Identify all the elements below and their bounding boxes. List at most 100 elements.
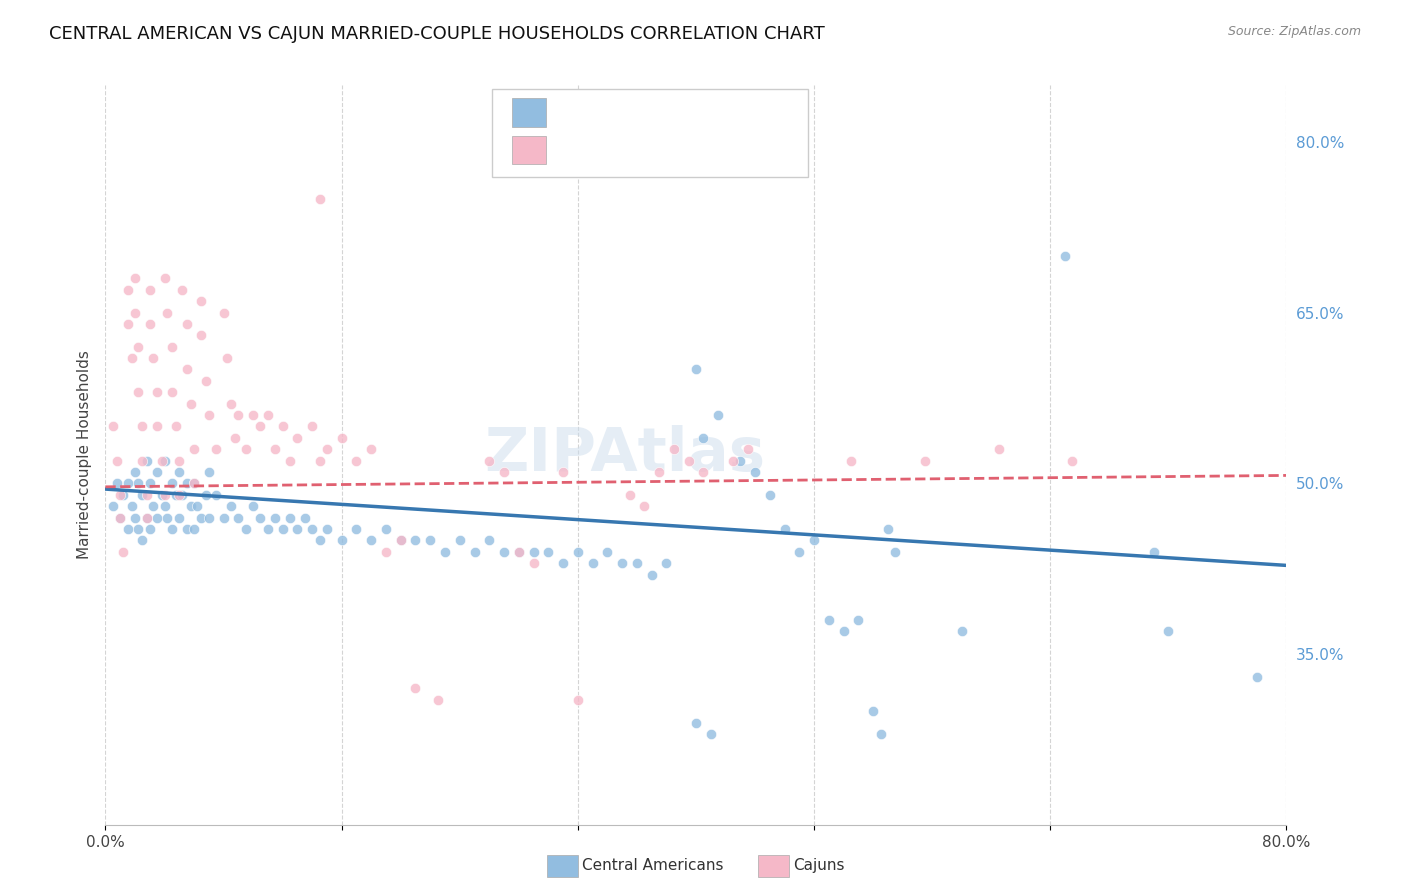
- Point: [153, 488, 176, 502]
- Point: [662, 442, 685, 457]
- Point: [685, 715, 707, 730]
- Text: Central Americans: Central Americans: [582, 858, 724, 872]
- Point: [374, 545, 398, 559]
- Point: [146, 385, 169, 400]
- Point: [419, 533, 441, 548]
- Point: [183, 476, 205, 491]
- Point: [176, 476, 198, 491]
- Point: [180, 499, 202, 513]
- Point: [287, 431, 309, 445]
- Point: [692, 431, 714, 445]
- Point: [1246, 670, 1268, 684]
- Point: [308, 192, 330, 206]
- Point: [183, 522, 205, 536]
- Point: [117, 522, 139, 536]
- Point: [884, 545, 907, 559]
- Point: [257, 408, 280, 422]
- Point: [235, 522, 257, 536]
- Point: [523, 545, 546, 559]
- Point: [105, 453, 128, 467]
- Point: [301, 419, 323, 434]
- Point: [492, 545, 515, 559]
- Point: [212, 510, 235, 524]
- Point: [249, 510, 271, 524]
- Point: [846, 613, 869, 627]
- Point: [803, 533, 825, 548]
- Point: [692, 465, 714, 479]
- Point: [759, 488, 782, 502]
- Point: [294, 510, 316, 524]
- Point: [169, 488, 191, 502]
- Point: [110, 488, 132, 502]
- Point: [685, 362, 707, 376]
- Point: [301, 522, 323, 536]
- Point: [131, 419, 153, 434]
- Point: [405, 681, 427, 696]
- Point: [567, 693, 589, 707]
- Point: [278, 510, 301, 524]
- Point: [205, 442, 228, 457]
- Text: CENTRAL AMERICAN VS CAJUN MARRIED-COUPLE HOUSEHOLDS CORRELATION CHART: CENTRAL AMERICAN VS CAJUN MARRIED-COUPLE…: [49, 25, 825, 43]
- Point: [219, 499, 242, 513]
- Point: [1157, 624, 1180, 639]
- Point: [153, 271, 176, 285]
- Point: [190, 328, 212, 343]
- Point: [264, 510, 287, 524]
- Point: [374, 522, 398, 536]
- Point: [228, 408, 250, 422]
- Point: [610, 556, 633, 570]
- Point: [449, 533, 471, 548]
- Text: R =: R =: [551, 140, 588, 158]
- Point: [360, 442, 382, 457]
- Point: [257, 522, 280, 536]
- Point: [389, 533, 412, 548]
- Point: [169, 465, 191, 479]
- Point: [287, 522, 309, 536]
- Point: [169, 510, 191, 524]
- Point: [127, 522, 149, 536]
- Point: [839, 453, 862, 467]
- Point: [112, 488, 135, 502]
- Point: [330, 533, 353, 548]
- Point: [215, 351, 238, 365]
- Point: [877, 522, 900, 536]
- Point: [112, 545, 135, 559]
- Point: [567, 545, 589, 559]
- Point: [138, 522, 162, 536]
- Point: [117, 317, 139, 331]
- Point: [197, 408, 219, 422]
- Y-axis label: Married-couple Households: Married-couple Households: [76, 351, 91, 559]
- Point: [150, 453, 173, 467]
- Point: [117, 476, 139, 491]
- Point: [626, 556, 648, 570]
- Point: [648, 465, 671, 479]
- Point: [180, 397, 202, 411]
- Text: 85: 85: [699, 140, 721, 158]
- Point: [619, 488, 641, 502]
- Point: [131, 533, 153, 548]
- Point: [138, 317, 162, 331]
- Point: [633, 499, 655, 513]
- Point: [169, 453, 191, 467]
- Point: [124, 305, 146, 319]
- Point: [105, 476, 128, 491]
- Text: N =: N =: [664, 140, 700, 158]
- Point: [165, 419, 187, 434]
- Point: [205, 488, 228, 502]
- Point: [127, 476, 149, 491]
- Point: [194, 374, 217, 388]
- Point: [127, 340, 149, 354]
- Point: [1143, 545, 1166, 559]
- Point: [730, 453, 752, 467]
- Point: [135, 453, 157, 467]
- Point: [160, 340, 183, 354]
- Point: [142, 499, 165, 513]
- Point: [433, 545, 456, 559]
- Point: [744, 465, 766, 479]
- Point: [138, 283, 162, 297]
- Point: [138, 476, 162, 491]
- Point: [478, 453, 501, 467]
- Point: [183, 476, 205, 491]
- Point: [264, 442, 287, 457]
- Point: [160, 476, 183, 491]
